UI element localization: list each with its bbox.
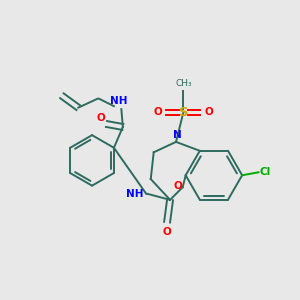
Text: S: S xyxy=(178,106,188,119)
Text: CH₃: CH₃ xyxy=(175,80,192,88)
Text: O: O xyxy=(96,112,105,122)
Text: O: O xyxy=(174,181,183,191)
Text: O: O xyxy=(204,107,213,117)
Text: NH: NH xyxy=(110,96,127,106)
Text: O: O xyxy=(154,107,163,117)
Text: O: O xyxy=(163,226,172,237)
Text: N: N xyxy=(173,130,182,140)
Text: NH: NH xyxy=(126,189,143,199)
Text: Cl: Cl xyxy=(259,167,270,177)
